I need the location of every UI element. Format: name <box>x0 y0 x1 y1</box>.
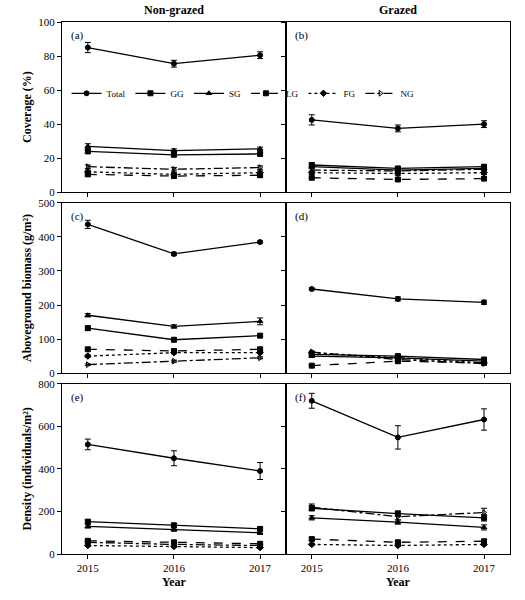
svg-text:Year: Year <box>162 575 187 589</box>
svg-text:Non-grazed: Non-grazed <box>144 3 204 17</box>
svg-text:300: 300 <box>38 265 55 277</box>
svg-text:0: 0 <box>49 186 55 198</box>
svg-text:2015: 2015 <box>77 562 100 574</box>
svg-text:(c): (c) <box>71 210 84 223</box>
svg-text:2017: 2017 <box>249 562 272 574</box>
svg-text:400: 400 <box>38 231 55 243</box>
svg-text:(f): (f) <box>295 391 306 404</box>
svg-text:(e): (e) <box>71 391 84 404</box>
svg-text:Year: Year <box>386 575 411 589</box>
svg-text:80: 80 <box>44 50 56 62</box>
svg-text:NG: NG <box>400 89 413 99</box>
svg-text:2016: 2016 <box>387 562 410 574</box>
svg-text:Coverage (%): Coverage (%) <box>20 71 34 143</box>
svg-text:Grazed: Grazed <box>379 3 417 17</box>
svg-text:2016: 2016 <box>163 562 186 574</box>
svg-text:200: 200 <box>38 505 55 517</box>
svg-text:2017: 2017 <box>473 562 496 574</box>
svg-text:100: 100 <box>38 16 55 28</box>
svg-text:LG: LG <box>286 89 298 99</box>
svg-text:(a): (a) <box>71 29 84 42</box>
svg-text:SG: SG <box>229 89 241 99</box>
svg-text:200: 200 <box>38 299 55 311</box>
svg-text:Density (individuals/m²): Density (individuals/m²) <box>20 407 34 530</box>
svg-text:2015: 2015 <box>301 562 324 574</box>
svg-text:40: 40 <box>44 118 56 130</box>
svg-text:20: 20 <box>44 152 56 164</box>
svg-text:(d): (d) <box>295 210 308 223</box>
svg-text:500: 500 <box>38 197 55 209</box>
svg-text:FG: FG <box>343 89 355 99</box>
svg-text:Aboveground biomass (g/m²): Aboveground biomass (g/m²) <box>20 214 34 362</box>
svg-text:(b): (b) <box>295 29 308 42</box>
svg-text:0: 0 <box>49 367 55 379</box>
svg-text:800: 800 <box>38 378 55 390</box>
svg-text:400: 400 <box>38 463 55 475</box>
svg-text:600: 600 <box>38 420 55 432</box>
svg-text:100: 100 <box>38 333 55 345</box>
svg-text:Total: Total <box>107 89 126 99</box>
svg-text:GG: GG <box>170 89 183 99</box>
svg-text:0: 0 <box>49 548 55 560</box>
svg-text:60: 60 <box>44 84 56 96</box>
